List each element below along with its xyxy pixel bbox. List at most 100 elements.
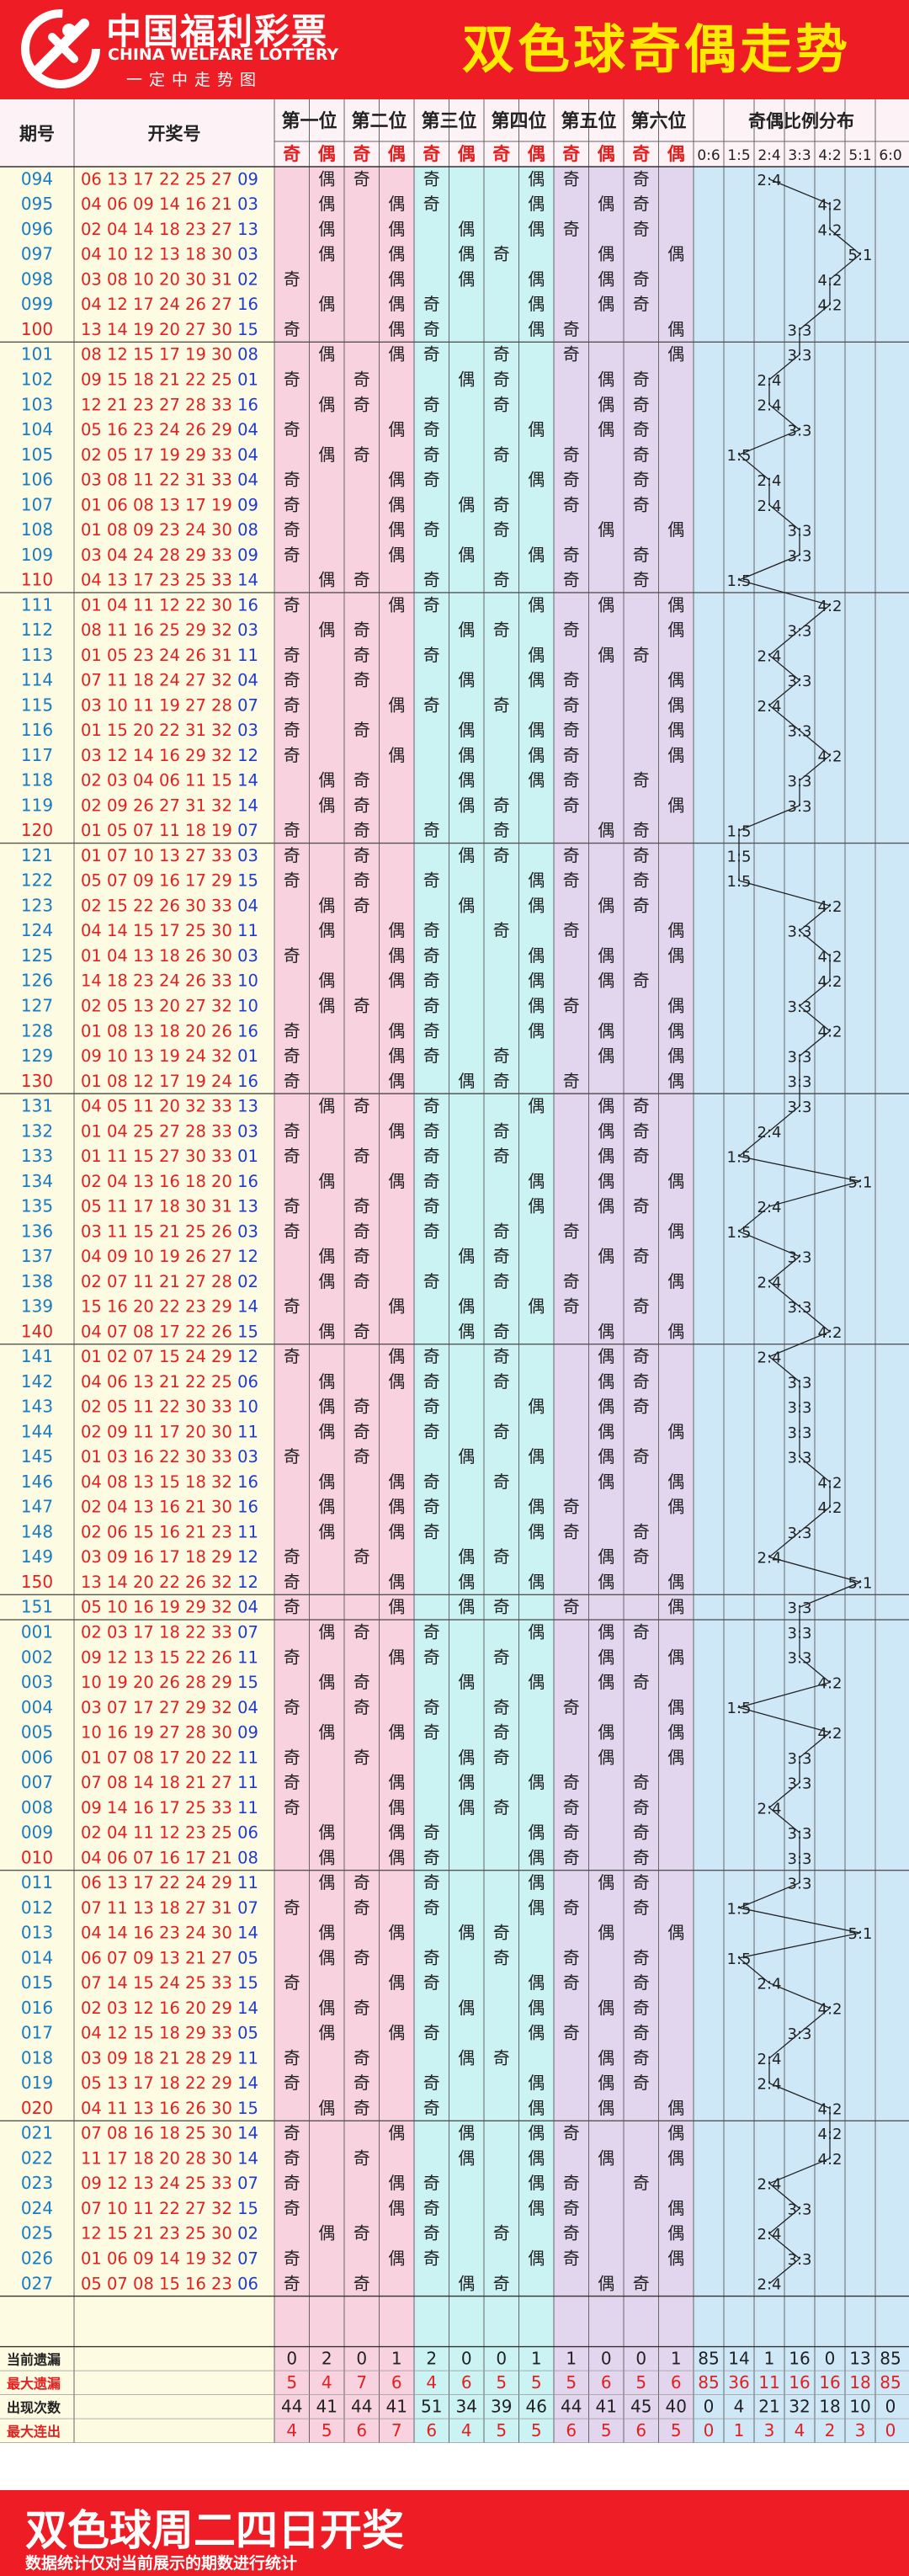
- parity-mark: 奇: [284, 720, 300, 740]
- issue-label: 133: [21, 1146, 53, 1166]
- stat-odd-value: 5: [635, 2372, 646, 2392]
- parity-mark: 奇: [563, 2198, 580, 2218]
- issue-label: 141: [21, 1346, 53, 1366]
- parity-mark: 奇: [493, 444, 510, 465]
- parity-mark: 奇: [493, 920, 510, 940]
- parity-mark: 奇: [563, 545, 580, 565]
- parity-mark: 奇: [493, 845, 510, 865]
- ratio-point-label: 1:5: [727, 1700, 752, 1717]
- parity-mark: 奇: [354, 1146, 370, 1166]
- parity-mark: 偶: [667, 2198, 684, 2218]
- ratio-point-label: 4:2: [818, 1024, 843, 1041]
- issue-label: 137: [21, 1246, 53, 1266]
- winning-red-numbers: 05 07 08 15 16 23 06: [81, 2274, 258, 2293]
- parity-mark: 偶: [598, 244, 614, 264]
- even-header: 偶: [598, 144, 615, 164]
- parity-mark: 偶: [667, 1071, 684, 1091]
- issue-label: 121: [21, 845, 53, 865]
- parity-mark: 偶: [318, 1271, 335, 1291]
- parity-mark: 偶: [528, 1897, 545, 1918]
- ratio-point-label: 2:4: [758, 2276, 782, 2294]
- parity-mark: 偶: [528, 2098, 545, 2118]
- stat-even-value: 4: [461, 2420, 472, 2440]
- parity-mark: 奇: [493, 519, 510, 540]
- issue-label: 026: [21, 2249, 53, 2269]
- parity-mark: 偶: [528, 294, 545, 314]
- parity-mark: 奇: [423, 1146, 440, 1166]
- stat-ratio-value: 11: [758, 2372, 779, 2392]
- parity-mark: 偶: [318, 1872, 335, 1892]
- parity-mark: 奇: [423, 645, 440, 665]
- stat-even-value: 5: [671, 2420, 682, 2440]
- parity-mark: 偶: [318, 920, 335, 940]
- winning-red-numbers: 07 11 13 18 27 31 07: [81, 1898, 258, 1918]
- parity-mark: 奇: [563, 219, 580, 239]
- parity-mark: 偶: [318, 1521, 335, 1541]
- odd-header: 奇: [492, 144, 510, 164]
- issue-label: 142: [21, 1371, 53, 1392]
- stat-ratio-value: 2: [825, 2420, 836, 2440]
- parity-mark: 奇: [633, 1847, 650, 1867]
- parity-mark: 奇: [354, 845, 370, 865]
- parity-mark: 偶: [598, 1020, 614, 1041]
- issue-label: 017: [21, 2023, 53, 2043]
- stat-even-value: 0: [461, 2349, 472, 2369]
- ratio-point-label: 2:4: [758, 1124, 782, 1142]
- ratio-point-label: 3:3: [788, 1850, 812, 1868]
- stat-even-value: 41: [386, 2397, 407, 2417]
- parity-mark: 奇: [633, 1772, 650, 1792]
- parity-mark: 偶: [598, 645, 614, 665]
- ratio-point-label: 1:5: [727, 848, 752, 865]
- ratio-point-label: 2:4: [758, 1349, 782, 1367]
- parity-mark: 奇: [633, 1947, 650, 1967]
- issue-label: 129: [21, 1046, 53, 1066]
- parity-mark: 奇: [284, 1446, 300, 1466]
- parity-mark: 奇: [354, 1622, 370, 1642]
- parity-mark: 奇: [354, 870, 370, 891]
- parity-mark: 偶: [318, 895, 335, 915]
- parity-mark: 奇: [354, 1897, 370, 1918]
- winning-red-numbers: 01 04 11 12 22 30 16: [81, 595, 258, 615]
- ratio-point-label: 3:3: [788, 1048, 812, 1066]
- parity-mark: 偶: [458, 494, 475, 514]
- issue-label: 151: [21, 1597, 53, 1617]
- parity-mark: 奇: [563, 319, 580, 339]
- parity-mark: 奇: [354, 1221, 370, 1241]
- parity-mark: 偶: [318, 1847, 335, 1867]
- parity-mark: 奇: [423, 344, 440, 365]
- ratio-point-label: 1:5: [727, 873, 752, 891]
- issue-label: 112: [21, 620, 53, 640]
- parity-mark: 偶: [528, 545, 545, 565]
- parity-mark: 偶: [598, 2098, 614, 2118]
- stat-even-value: 1: [671, 2349, 682, 2369]
- issue-label: 099: [21, 294, 53, 314]
- parity-mark: 偶: [667, 1747, 684, 1767]
- ratio-point-label: 3:3: [788, 1299, 812, 1317]
- issue-label: 109: [21, 545, 53, 565]
- parity-mark: 奇: [354, 670, 370, 690]
- stat-ratio-value: 14: [728, 2349, 749, 2369]
- parity-mark: 偶: [388, 1722, 405, 1743]
- parity-mark: 偶: [318, 294, 335, 314]
- stat-odd-value: 6: [566, 2420, 577, 2440]
- parity-mark: 奇: [354, 1998, 370, 2018]
- ratio-point-label: 2:4: [758, 1274, 782, 1291]
- stat-label: 当前遗漏: [7, 2352, 61, 2368]
- parity-mark: 奇: [284, 319, 300, 339]
- parity-mark: 奇: [493, 244, 510, 264]
- parity-mark: 偶: [458, 845, 475, 865]
- issue-label: 013: [21, 1923, 53, 1943]
- parity-mark: 偶: [598, 519, 614, 540]
- ratio-point-label: 5:1: [848, 247, 873, 264]
- parity-mark: 奇: [493, 1146, 510, 1166]
- parity-mark: 奇: [284, 745, 300, 765]
- parity-mark: 偶: [318, 168, 335, 189]
- parity-mark: 偶: [318, 244, 335, 264]
- winning-red-numbers: 07 08 14 18 21 27 11: [81, 1773, 258, 1792]
- ratio-point-label: 3:3: [788, 2201, 812, 2218]
- parity-mark: 偶: [318, 394, 335, 414]
- parity-mark: 偶: [318, 444, 335, 465]
- parity-mark: 奇: [284, 820, 300, 840]
- issue-label: 123: [21, 895, 53, 915]
- issue-label: 143: [21, 1397, 53, 1417]
